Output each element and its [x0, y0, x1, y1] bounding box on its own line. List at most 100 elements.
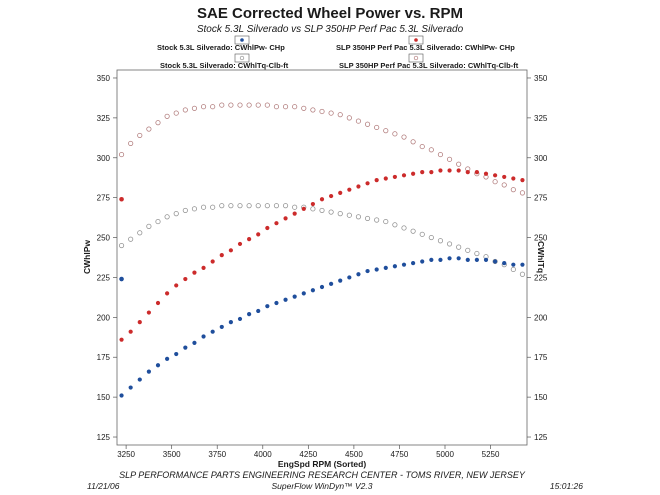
point-slp_hp-35 [438, 168, 443, 173]
plot-area [116, 69, 528, 446]
point-slp_tq-4 [155, 120, 161, 126]
point-stock_hp-41 [493, 259, 498, 264]
point-slp_hp-5 [165, 291, 170, 296]
y-right-tick-label-5: 250 [534, 234, 548, 243]
point-stock_hp-37 [456, 256, 461, 261]
legend-label-stock-hp: Stock 5.3L Silverado: CWhlPw- CHp [157, 43, 285, 52]
point-slp_hp-13 [237, 241, 243, 247]
point-slp_tq-30 [392, 131, 398, 137]
point-slp_tq-5 [164, 113, 170, 119]
y-right-tick-label-1: 150 [534, 393, 548, 402]
point-stock_hp-13 [237, 316, 243, 322]
point-slp_tq-2 [137, 132, 143, 139]
point-slp_tq-26 [355, 118, 362, 124]
point-stock_hp-21 [310, 288, 315, 293]
point-stock_hp-28 [374, 267, 379, 272]
point-stock_hp-43 [511, 262, 516, 267]
point-stock_tq-26 [355, 214, 362, 220]
y-left-tick-label-9: 350 [97, 74, 111, 83]
point-slp_tq-35 [437, 151, 444, 158]
y-left-tick-label-4: 225 [97, 273, 111, 282]
point-stock_tq-18 [282, 203, 289, 209]
point-stock_tq-38 [465, 247, 471, 253]
x-tick-label-4: 4250 [299, 450, 317, 459]
y-right-tick-label-3: 200 [534, 313, 548, 322]
series-stock_hp [119, 256, 525, 398]
point-slp_tq-37 [456, 161, 462, 167]
series-layer [118, 102, 526, 398]
point-slp_hp-3 [146, 310, 151, 315]
point-stock_hp-2 [137, 377, 142, 382]
x-tick-label-6: 4750 [391, 450, 409, 459]
point-stock_hp-4 [155, 363, 161, 368]
point-stock_tq-16 [264, 203, 270, 209]
point-stock_tq-36 [446, 241, 453, 247]
point-stock_hp-12 [228, 320, 233, 325]
legend-marker-slp-hp [414, 38, 418, 42]
point-slp_hp-43 [511, 176, 516, 181]
point-stock_tq-4 [155, 219, 161, 225]
point-slp_tq-3 [146, 126, 152, 132]
point-slp_tq-29 [383, 128, 389, 134]
point-stock_tq-11 [219, 203, 225, 209]
point-slp_tq-41 [492, 179, 498, 185]
legend-marker-stock-hp [240, 38, 244, 42]
point-stock_tq-31 [401, 225, 407, 231]
x-tick-label-3: 4000 [254, 450, 272, 459]
point-stock_tq-8 [191, 206, 198, 212]
point-slp_hp-33 [420, 170, 425, 175]
y-right-tick-label-7: 300 [534, 154, 548, 163]
point-stock_tq-24 [337, 211, 343, 217]
point-slp_tq-14 [246, 102, 252, 108]
point-stock_hp-7 [183, 345, 188, 350]
y-right-tick-label-6: 275 [534, 194, 548, 203]
x-axis-label: EngSpd RPM (Sorted) [278, 459, 366, 469]
point-stock_tq-9 [200, 204, 207, 210]
footer-time: 15:01:26 [550, 481, 583, 491]
point-stock_hp-6 [174, 351, 179, 357]
y-right-tick-label-0: 125 [534, 433, 548, 442]
point-stock_hp-39 [474, 257, 479, 262]
point-stock_tq-10 [210, 204, 216, 210]
point-slp_tq-16 [264, 102, 270, 108]
point-stock_hp-25 [347, 275, 352, 280]
point-slp_tq-10 [210, 104, 216, 110]
point-stock_tq-32 [410, 228, 416, 234]
x-axis-ticks: 3250 3500 3750 4000 4250 4500 4750 5000 5250 [117, 445, 500, 459]
y-left-tick-label-5: 250 [97, 234, 111, 243]
point-slp_hp-1 [128, 329, 133, 334]
legend-swatch-slp-tq [408, 53, 424, 63]
point-slp_tq-6 [173, 110, 179, 116]
point-slp_tq-42 [501, 182, 507, 188]
point-slp_tq-23 [328, 110, 334, 116]
point-stock_hp-10 [210, 329, 215, 334]
point-slp_tq-32 [410, 139, 416, 145]
point-slp_hp-17 [274, 221, 279, 226]
point-stock_hp-22 [319, 284, 325, 290]
point-slp_hp-38 [465, 170, 470, 175]
point-slp_hp-26 [356, 184, 361, 189]
point-slp_hp-23 [329, 193, 334, 199]
footer-center: SLP PERFORMANCE PARTS ENGINEERING RESEAR… [119, 470, 526, 480]
y-left-tick-label-0: 125 [97, 433, 111, 442]
point-stock_hp-32 [411, 260, 416, 266]
y-left-tick-label-1: 150 [97, 393, 111, 402]
y-axis-left-label: CWhlPw [82, 240, 92, 274]
point-stock_hp-5 [165, 356, 170, 361]
point-stock_tq-28 [374, 217, 380, 223]
point-stock_hp-23 [329, 281, 334, 286]
point-stock_hp-start [119, 276, 124, 282]
point-stock_tq-41 [492, 258, 498, 265]
legend-label-slp-hp: SLP 350HP Perf Pac 5.3L Silverado: CWhlP… [336, 43, 515, 52]
point-slp_tq-20 [301, 105, 307, 111]
point-slp_hp-40 [483, 171, 489, 176]
point-slp_hp-20 [301, 206, 306, 211]
point-stock_tq-15 [255, 203, 261, 209]
point-stock_hp-16 [265, 304, 270, 309]
legend-marker-stock-tq [239, 55, 245, 61]
point-slp_hp-6 [174, 283, 179, 288]
x-tick-label-5: 4500 [345, 450, 363, 459]
point-stock_hp-24 [338, 278, 343, 283]
point-slp_hp-4 [155, 300, 161, 306]
point-stock_tq-34 [428, 234, 434, 241]
